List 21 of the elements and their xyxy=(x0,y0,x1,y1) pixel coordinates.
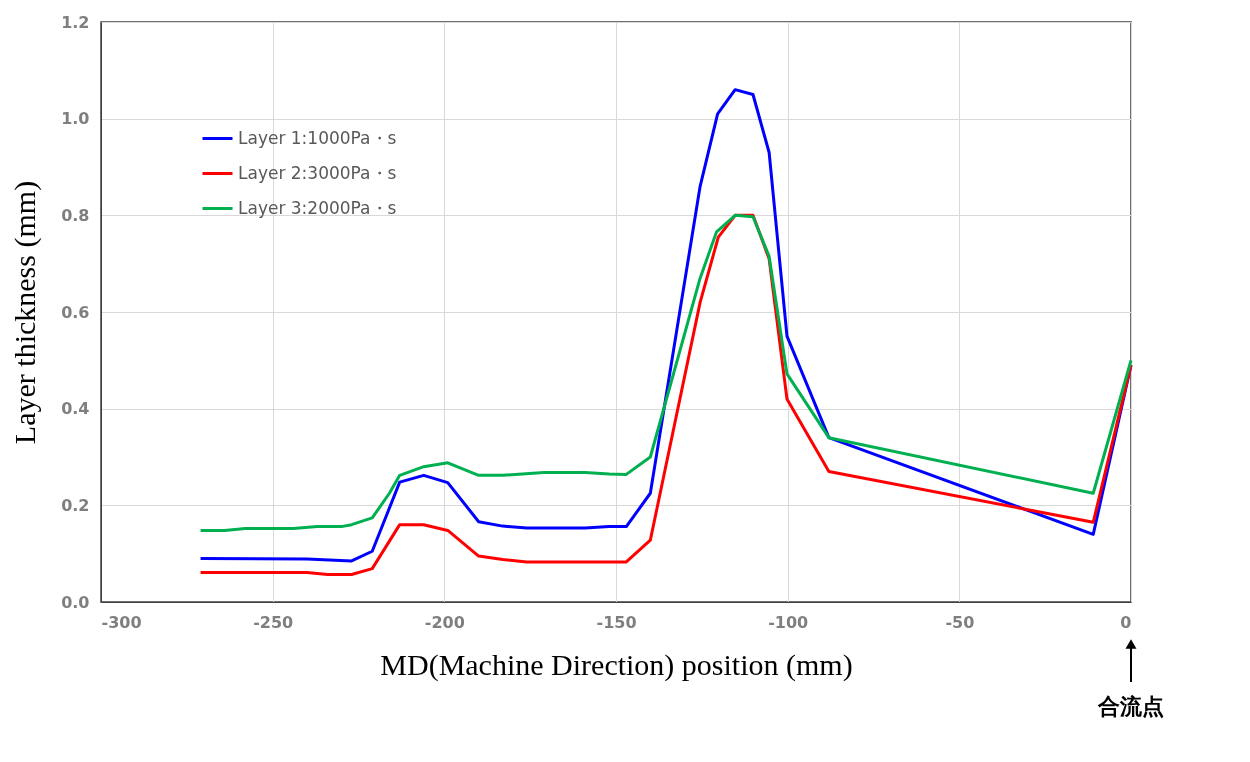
line-series xyxy=(199,88,1133,563)
legend-label: Layer 2:3000Pa・s xyxy=(238,162,397,183)
y-tick-label: 0.0 xyxy=(61,592,90,612)
x-tick-label: -250 xyxy=(253,612,294,632)
y-tick-label: 0.2 xyxy=(61,495,90,515)
text: 合流点 xyxy=(1097,694,1164,719)
x-tick-label: -200 xyxy=(424,612,465,632)
y-tick-label: 1.0 xyxy=(61,109,90,129)
x-tick-label: -150 xyxy=(596,612,637,632)
x-tick-label: -300 xyxy=(101,612,142,632)
x-tick-label: 0 xyxy=(1120,612,1132,632)
x-tick-label: -100 xyxy=(768,612,809,632)
y-tick-label: 0.6 xyxy=(61,302,90,322)
y-tick-label: 0.8 xyxy=(61,205,90,225)
legend-label: Layer 1:1000Pa・s xyxy=(238,127,397,148)
y-axis-title: Layer thickness (mm) xyxy=(8,180,43,445)
legend-label: Layer 3:2000Pa・s xyxy=(238,197,397,218)
x-axis-title: MD(Machine Direction) position (mm) xyxy=(380,647,853,682)
x-tick-label: -50 xyxy=(945,612,975,632)
y-tick-label: 1.2 xyxy=(61,12,90,32)
y-tick-label: 0.4 xyxy=(61,399,90,419)
